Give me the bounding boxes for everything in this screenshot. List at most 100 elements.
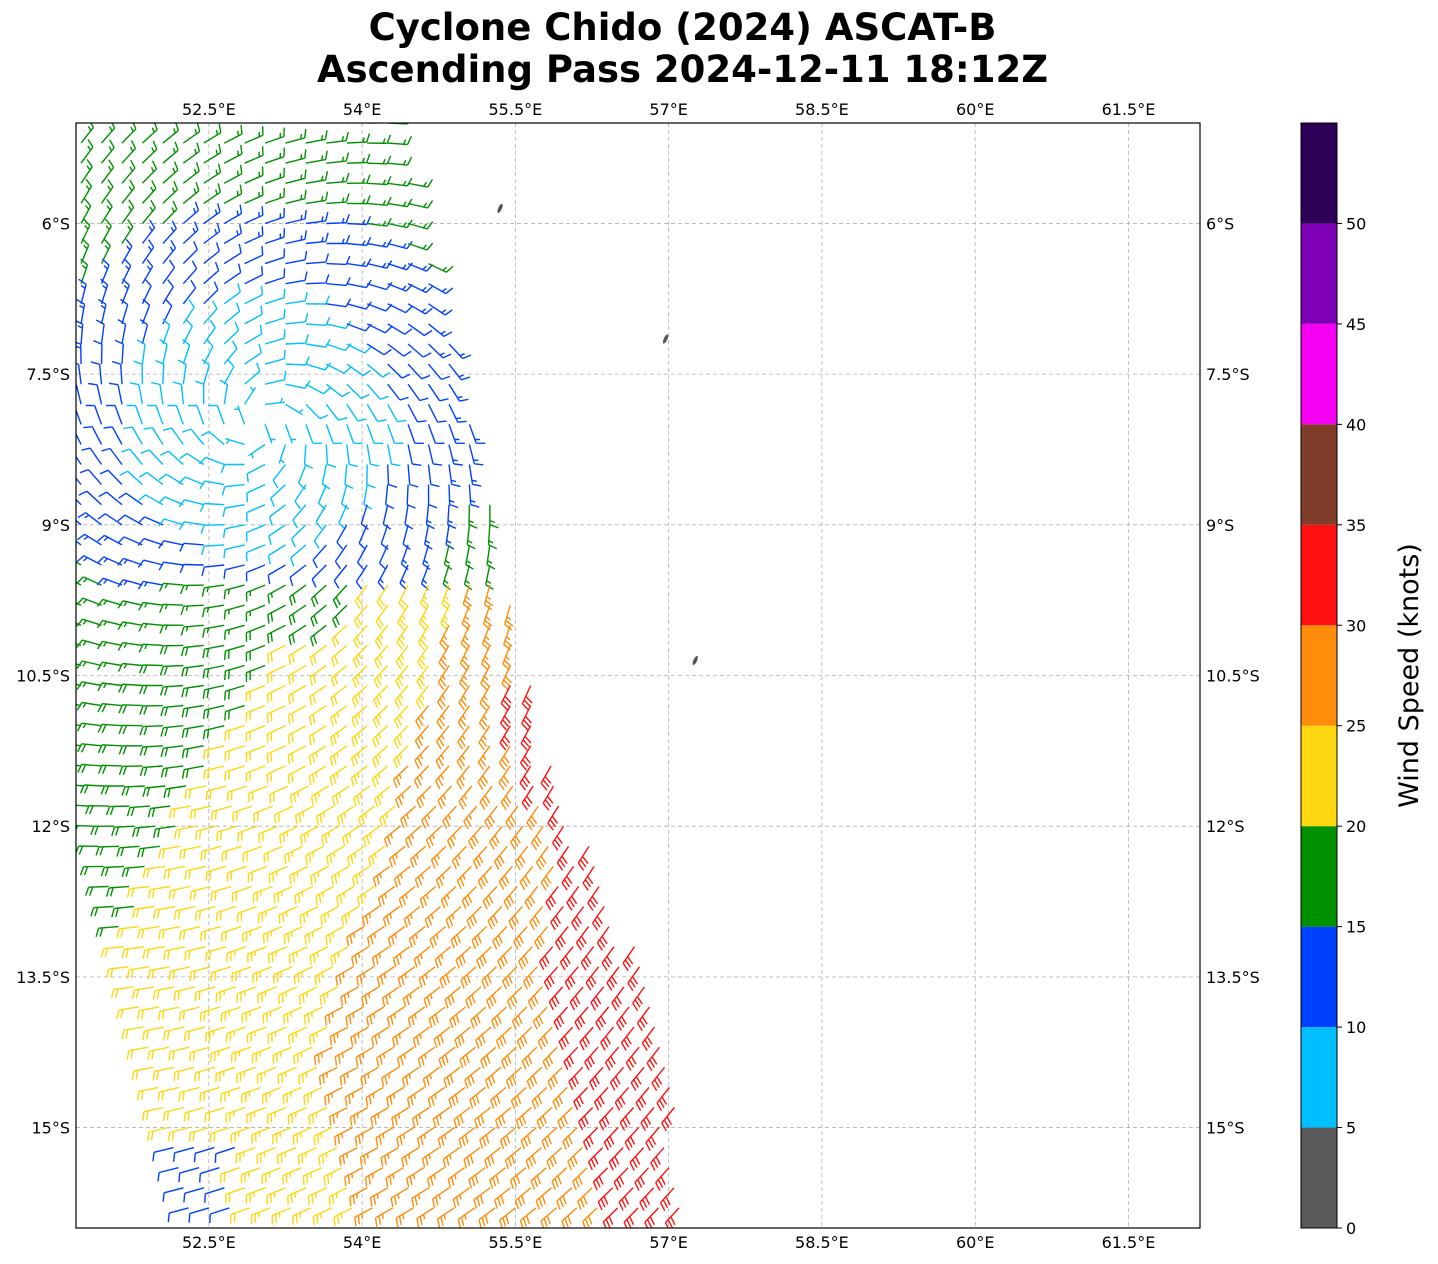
- wind-barb-575: [372, 705, 389, 729]
- wind-barb-297: [346, 444, 359, 468]
- wind-barb-1185: [188, 1207, 210, 1223]
- wind-barb-683: [189, 805, 212, 820]
- wind-barb-84: [121, 199, 135, 224]
- wind-barb-108: [264, 228, 286, 245]
- wind-barb-1169: [369, 1187, 389, 1207]
- wind-barb-395: [245, 544, 266, 562]
- wind-barb-68: [141, 180, 157, 204]
- wind-barb-992: [376, 1046, 395, 1067]
- wind-barb-240: [366, 383, 389, 400]
- wind-barb-24: [244, 126, 264, 144]
- wind-barb-511: [438, 645, 450, 671]
- wind-barb-1: [101, 123, 103, 124]
- wind-barb-88: [203, 203, 221, 225]
- wind-barb-305: [81, 447, 103, 465]
- wind-barb-976: [579, 1026, 594, 1051]
- wind-barb-966: [371, 1026, 390, 1047]
- wind-barb-412: [158, 561, 184, 571]
- wind-barb-285: [83, 426, 103, 445]
- wind-barb-473: [96, 619, 123, 629]
- wind-barb-958: [204, 1026, 226, 1042]
- wind-barb-1140: [282, 1167, 302, 1185]
- wind-barb-731: [200, 845, 222, 861]
- wind-barb-737: [326, 845, 345, 866]
- wind-barb-705: [153, 825, 176, 839]
- wind-barb-4: [162, 123, 165, 124]
- wind-barb-619: [329, 745, 348, 767]
- wind-barb-432: [137, 580, 164, 590]
- wind-barb-280: [407, 424, 424, 444]
- colorbar-tick-label-1: 5: [1346, 1119, 1356, 1138]
- wind-barb-1165: [287, 1187, 307, 1205]
- wind-barb-75: [285, 189, 307, 205]
- wind-barb-832: [242, 925, 262, 943]
- wind-barb-841: [429, 926, 447, 949]
- colorbar-tick-label-7: 35: [1346, 516, 1366, 535]
- wind-barb-530: [373, 665, 389, 689]
- wind-barb-393: [200, 544, 225, 556]
- wind-barb-888: [356, 966, 375, 987]
- wind-barb-821: [529, 906, 544, 931]
- wind-barb-453: [138, 601, 163, 611]
- wind-barb-799: [587, 886, 600, 911]
- wind-barb-868: [476, 946, 492, 970]
- wind-barb-877: [126, 966, 150, 979]
- wind-barb-497: [138, 643, 163, 653]
- wind-barb-810: [299, 905, 319, 925]
- wind-barb-286: [103, 426, 123, 445]
- wind-barb-495: [97, 640, 123, 650]
- wind-barb-443: [376, 584, 389, 610]
- wind-barb-74: [264, 187, 285, 205]
- wind-barb-98: [407, 221, 434, 230]
- wind-barb-40: [244, 146, 264, 164]
- wind-barb-771: [519, 865, 534, 891]
- wind-barb-676: [542, 785, 555, 811]
- wind-barb-955: [142, 1026, 165, 1041]
- wind-barb-38: [203, 143, 222, 164]
- wind-barb-802: [131, 905, 155, 919]
- wind-barb-213: [203, 339, 214, 365]
- wind-barb-34: [121, 140, 137, 164]
- wind-barb-350: [178, 499, 204, 508]
- wind-barb-848: [575, 926, 590, 951]
- wind-barb-602: [457, 725, 470, 750]
- wind-barb-276: [325, 424, 343, 444]
- wind-barb-740: [388, 845, 406, 868]
- wind-barb-76: [305, 191, 329, 205]
- wind-barb-934: [241, 1006, 262, 1023]
- wind-barb-513: [480, 645, 491, 671]
- wind-barb-1006: [131, 1066, 154, 1081]
- wind-barb-205: [428, 343, 452, 359]
- wind-barb-274: [284, 424, 297, 444]
- lat-tick-label-left-6: 15°S: [31, 1119, 70, 1138]
- wind-barb-743: [451, 845, 467, 870]
- wind-barb-269: [167, 404, 184, 425]
- wind-barb-52: [162, 161, 179, 184]
- wind-barb-1089: [251, 1126, 271, 1144]
- wind-barb-1007: [152, 1066, 175, 1081]
- wind-barb-835: [304, 925, 324, 945]
- wind-barb-862: [351, 946, 370, 967]
- wind-barb-1001: [563, 1046, 579, 1071]
- wind-barb-1013: [277, 1066, 297, 1085]
- wind-barb-795: [503, 886, 518, 910]
- colorbar-tick-label-9: 45: [1346, 315, 1366, 334]
- wind-barb-1196: [416, 1207, 435, 1228]
- wind-barb-865: [413, 946, 431, 968]
- wind-barb-699: [526, 805, 539, 831]
- wind-barb-669: [395, 785, 412, 809]
- wind-barb-220: [346, 363, 371, 377]
- wind-barb-721: [489, 825, 503, 850]
- wind-barb-879: [168, 966, 191, 981]
- wind-barb-469: [482, 604, 493, 631]
- wind-barb-741: [409, 845, 427, 869]
- wind-barb-1019: [401, 1066, 420, 1088]
- wind-barb-983: [189, 1046, 211, 1062]
- wind-barb-477: [180, 624, 204, 636]
- wind-barb-978: [620, 1026, 635, 1051]
- lon-tick-label-bottom-2: 55.5°E: [489, 1233, 543, 1252]
- wind-barb-549: [309, 684, 327, 706]
- wind-barb-114: [387, 240, 413, 250]
- wind-barb-894: [481, 966, 497, 990]
- wind-barb-660: [205, 785, 227, 801]
